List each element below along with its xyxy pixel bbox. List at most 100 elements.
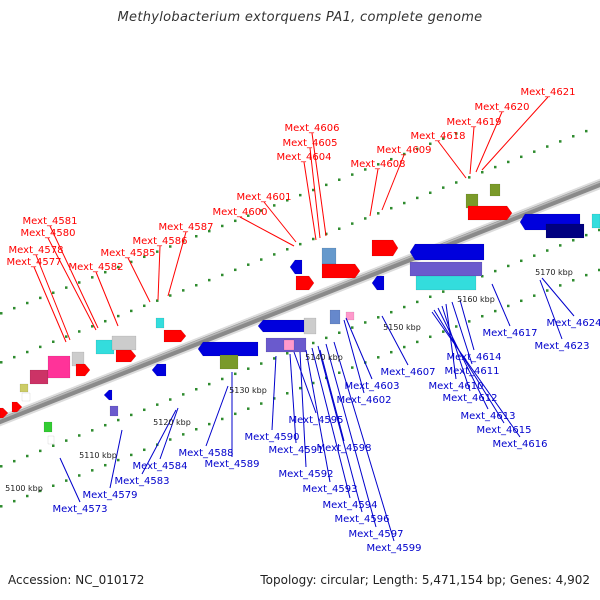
gene-label[interactable]: Mext_4599 — [367, 543, 422, 554]
guide-dot — [156, 403, 159, 406]
guide-dot — [169, 398, 172, 401]
guide-dot — [208, 422, 211, 426]
reverse-gene-feature — [257, 319, 309, 333]
guide-dot — [78, 434, 81, 437]
gene-label[interactable]: Mext_4615 — [477, 425, 532, 436]
gene-label[interactable]: Mext_4585 — [101, 248, 156, 259]
leader-line — [311, 132, 327, 237]
gene-label[interactable]: Mext_4610 — [429, 381, 484, 392]
gene-label[interactable]: Mext_4621 — [521, 87, 576, 98]
gene-label[interactable]: Mext_4579 — [83, 490, 138, 501]
reverse-gene-feature — [289, 259, 303, 275]
forward-gene-feature — [11, 401, 23, 413]
gene-feature — [545, 223, 585, 239]
leader-line — [95, 271, 119, 327]
forward-gene-feature — [163, 329, 187, 343]
gene-label[interactable]: Mext_4590 — [245, 432, 300, 443]
leader-line — [319, 349, 345, 442]
guide-dot — [494, 165, 497, 169]
guide-dot — [26, 350, 29, 354]
leader-line — [343, 319, 365, 394]
gene-feature — [111, 335, 137, 351]
guide-dot — [234, 219, 237, 223]
gene-label[interactable]: Mext_4588 — [179, 448, 234, 459]
gene-label[interactable]: Mext_4616 — [493, 439, 548, 450]
gene-label[interactable]: Mext_4612 — [443, 393, 498, 404]
gene-label[interactable]: Mext_4608 — [351, 159, 406, 170]
leader-line — [35, 254, 71, 341]
gene-label[interactable]: Mext_4596 — [335, 514, 390, 525]
guide-dot — [91, 469, 94, 472]
guide-dot — [221, 224, 224, 228]
gene-label[interactable]: Mext_4589 — [205, 459, 260, 470]
guide-dot — [13, 459, 16, 463]
scale-tick-label: 5170 kbp — [535, 268, 573, 277]
gene-label[interactable]: Mext_4601 — [237, 192, 292, 203]
gene-label[interactable]: Mext_4618 — [411, 131, 466, 142]
gene-label[interactable]: Mext_4583 — [115, 476, 170, 487]
guide-dot — [520, 259, 523, 263]
gene-label[interactable]: Mext_4614 — [447, 352, 502, 363]
guide-dot — [312, 237, 315, 241]
gene-feature — [329, 309, 341, 325]
gene-label[interactable]: Mext_4581 — [23, 216, 78, 227]
gene-label[interactable]: Mext_4602 — [337, 395, 392, 406]
guide-dot — [325, 232, 328, 236]
gene-label[interactable]: Mext_4578 — [9, 245, 64, 256]
reverse-gene-feature — [409, 243, 485, 261]
gene-label[interactable]: Mext_4624 — [547, 318, 600, 329]
gene-label[interactable]: Mext_4620 — [475, 102, 530, 113]
gene-label[interactable]: Mext_4603 — [345, 381, 400, 392]
gene-label[interactable]: Mext_4591 — [269, 445, 324, 456]
gene-label[interactable]: Mext_4605 — [283, 138, 338, 149]
leader-line — [271, 355, 277, 431]
gene-label[interactable]: Mext_4600 — [213, 207, 268, 218]
gene-label[interactable]: Mext_4619 — [447, 117, 502, 128]
gene-label[interactable]: Mext_4609 — [377, 145, 432, 156]
guide-dot — [156, 299, 159, 302]
gene-feature — [47, 435, 55, 445]
guide-dot — [546, 249, 549, 252]
guide-dot — [312, 381, 315, 385]
guide-dot — [598, 228, 600, 232]
guide-dot — [247, 407, 250, 410]
gene-label[interactable]: Mext_4611 — [445, 366, 500, 377]
gene-label[interactable]: Mext_4623 — [535, 341, 590, 352]
guide-dot — [91, 276, 94, 279]
gene-label[interactable]: Mext_4607 — [381, 367, 436, 378]
gene-feature — [321, 247, 337, 265]
scale-tick-label: 5130 kbp — [229, 386, 267, 395]
gene-label[interactable]: Mext_4592 — [279, 469, 334, 480]
leader-line — [381, 154, 405, 211]
gene-label[interactable]: Mext_4613 — [461, 411, 516, 422]
gene-label[interactable]: Mext_4586 — [133, 236, 188, 247]
leader-line — [303, 161, 317, 241]
gene-label[interactable]: Mext_4594 — [323, 500, 378, 511]
gene-label[interactable]: Mext_4604 — [277, 152, 332, 163]
guide-dot — [52, 444, 55, 447]
gene-label[interactable]: Mext_4584 — [133, 461, 188, 472]
guide-dot — [364, 168, 367, 171]
gene-label[interactable]: Mext_4595 — [289, 415, 344, 426]
gene-label[interactable]: Mext_4606 — [285, 123, 340, 134]
leader-line — [33, 266, 67, 343]
guide-dot — [481, 170, 484, 174]
guide-dot — [598, 268, 600, 272]
gene-label[interactable]: Mext_4587 — [159, 222, 214, 233]
gene-label[interactable]: Mext_4573 — [53, 504, 108, 515]
guide-dot — [221, 273, 224, 277]
gene-labels: Mext_4621 Mext_4620 Mext_4619 Mext_4618 Mext… — [7, 87, 600, 554]
gene-label[interactable]: Mext_4593 — [303, 484, 358, 495]
gene-label[interactable]: Mext_4598 — [317, 443, 372, 454]
scale-tick-label: 5150 kbp — [383, 323, 421, 332]
gene-label[interactable]: Mext_4577 — [7, 257, 62, 268]
gene-label[interactable]: Mext_4580 — [21, 228, 76, 239]
guide-dot — [195, 387, 198, 391]
gene-label[interactable]: Mext_4597 — [349, 529, 404, 540]
gene-label[interactable]: Mext_4617 — [483, 328, 538, 339]
gene-label[interactable]: Mext_4582 — [69, 262, 124, 273]
guide-dot — [195, 427, 198, 431]
guide-dot — [78, 330, 81, 333]
guide-dot — [234, 372, 237, 376]
guide-dot — [286, 248, 289, 251]
